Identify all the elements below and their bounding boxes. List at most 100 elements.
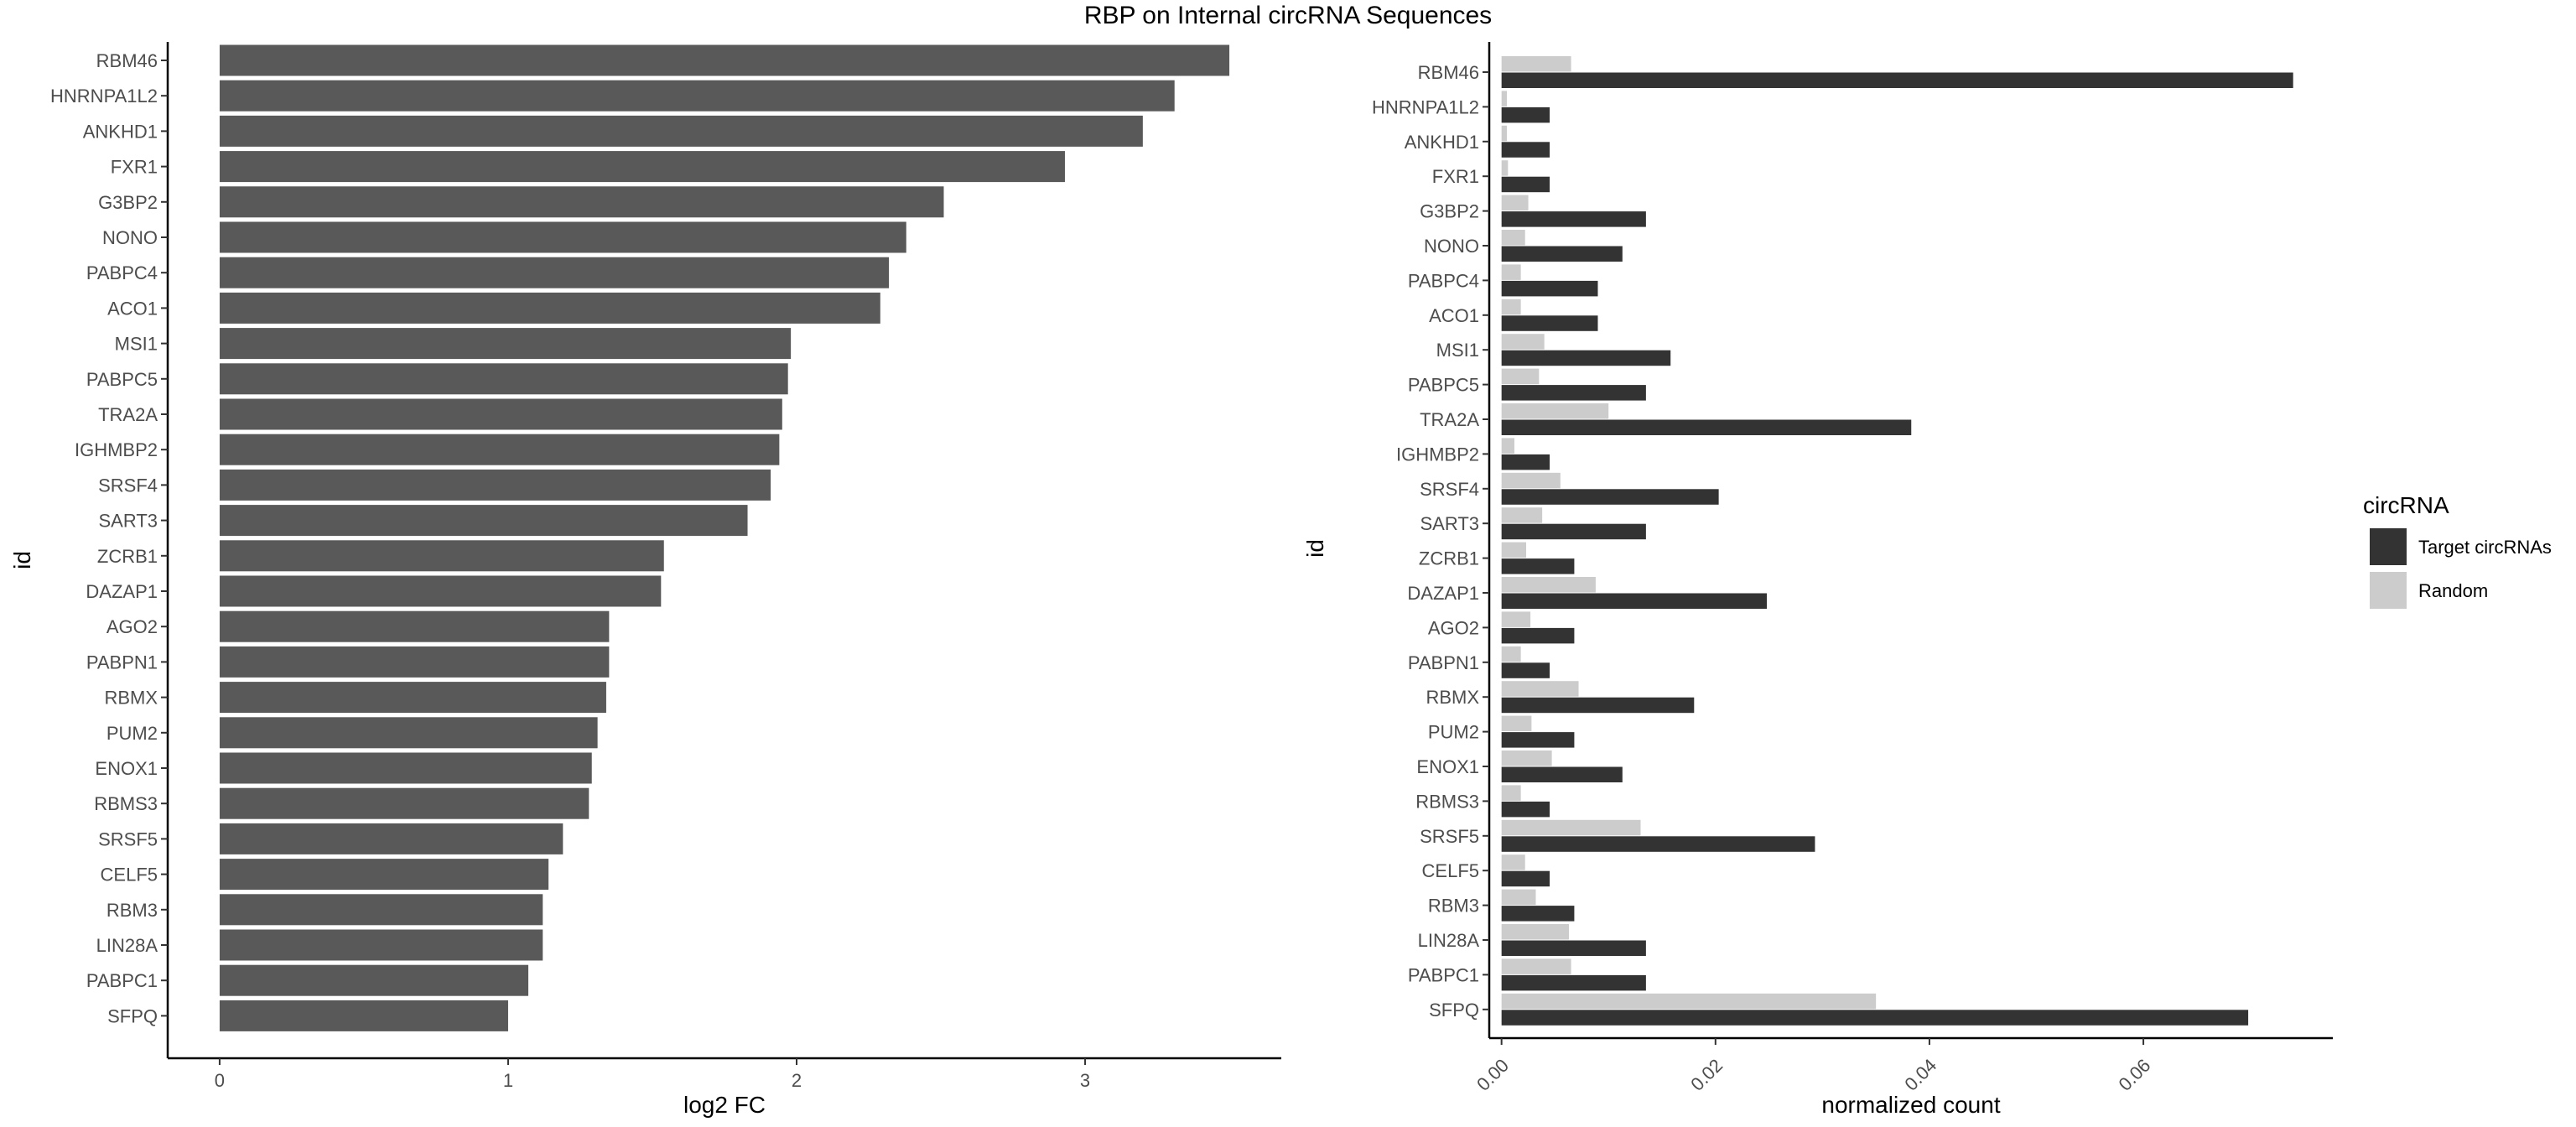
legend: circRNA Target circRNAs Random <box>2363 492 2552 609</box>
y-tick-label-srsf5: SRSF5 <box>98 828 158 849</box>
bar-target-hnrnpa1l2 <box>1501 106 1550 123</box>
y-tick-label-msi1: MSI1 <box>115 334 158 355</box>
bar-sart3 <box>219 505 748 537</box>
y-tick-label-ago2: AGO2 <box>106 616 158 637</box>
y-tick-label-celf5: CELF5 <box>1422 860 1479 881</box>
bar-target-ighmbp2 <box>1501 454 1550 470</box>
y-tick-label-pum2: PUM2 <box>1428 722 1479 743</box>
bar-pum2 <box>219 717 598 749</box>
bar-target-celf5 <box>1501 870 1550 887</box>
bar-fxr1 <box>219 151 1065 183</box>
bar-target-pabpn1 <box>1501 662 1550 678</box>
y-tick-label-pabpc1: PABPC1 <box>86 970 158 991</box>
bar-srsf4 <box>219 469 771 501</box>
bar-aco1 <box>219 292 880 324</box>
bar-random-enox1 <box>1501 750 1552 766</box>
bar-ankhd1 <box>219 115 1143 147</box>
legend-title: circRNA <box>2363 492 2449 518</box>
x-tick-label: 0.06 <box>2115 1055 2155 1095</box>
bar-random-celf5 <box>1501 854 1525 870</box>
bar-celf5 <box>219 859 549 891</box>
y-tick-label-pabpc5: PABPC5 <box>1408 375 1479 396</box>
y-tick-label-rbm3: RBM3 <box>106 900 158 921</box>
x-tick-label: 0 <box>215 1070 225 1091</box>
y-tick-label-celf5: CELF5 <box>101 865 158 886</box>
bar-dazap1 <box>219 575 662 607</box>
y-tick-label-rbms3: RBMS3 <box>94 793 158 814</box>
y-tick-label-ankhd1: ANKHD1 <box>83 121 158 142</box>
bar-target-nono <box>1501 246 1623 262</box>
bar-target-lin28a <box>1501 940 1646 956</box>
y-tick-label-pabpc4: PABPC4 <box>86 262 158 283</box>
y-tick-label-srsf4: SRSF4 <box>98 475 158 496</box>
y-tick-label-ankhd1: ANKHD1 <box>1405 132 1479 153</box>
bar-sfpq <box>219 1000 508 1031</box>
bar-target-rbms3 <box>1501 801 1550 818</box>
y-tick-label-ighmbp2: IGHMBP2 <box>75 439 158 460</box>
bar-zcrb1 <box>219 540 664 572</box>
bar-random-sfpq <box>1501 993 1877 1010</box>
bar-random-hnrnpa1l2 <box>1501 91 1508 106</box>
y-tick-label-sfpq: SFPQ <box>1429 1000 1479 1021</box>
bar-hnrnpa1l2 <box>219 80 1175 112</box>
y-tick-label-rbmx: RBMX <box>104 688 158 709</box>
bar-target-srsf5 <box>1501 836 1815 852</box>
bar-ighmbp2 <box>219 434 780 465</box>
bar-target-msi1 <box>1501 350 1671 366</box>
bar-target-rbmx <box>1501 697 1695 714</box>
x-tick-label: 1 <box>503 1070 513 1091</box>
y-tick-label-zcrb1: ZCRB1 <box>97 546 158 567</box>
bar-target-sart3 <box>1501 523 1646 540</box>
y-tick-label-pabpn1: PABPN1 <box>1408 652 1479 673</box>
bar-random-ighmbp2 <box>1501 438 1514 454</box>
bar-random-rbm46 <box>1501 56 1571 72</box>
bar-nono <box>219 221 906 253</box>
chart-title: RBP on Internal circRNA Sequences <box>1083 2 1493 29</box>
y-tick-label-tra2a: TRA2A <box>1420 409 1479 430</box>
bar-rbms3 <box>219 787 589 819</box>
y-tick-label-sart3: SART3 <box>98 511 158 532</box>
x-tick-label: 2 <box>792 1070 802 1091</box>
bar-rbm3 <box>219 894 543 926</box>
bar-random-aco1 <box>1501 299 1521 315</box>
y-tick-label-hnrnpa1l2: HNRNPA1L2 <box>1372 96 1479 117</box>
y-tick-label-srsf5: SRSF5 <box>1420 826 1479 847</box>
legend-swatch-target-circrnas <box>2370 528 2407 565</box>
bar-lin28a <box>219 929 543 961</box>
y-tick-label-rbm46: RBM46 <box>96 50 158 71</box>
bar-pabpc4 <box>219 257 890 288</box>
bar-target-aco1 <box>1501 315 1598 331</box>
y-tick-label-enox1: ENOX1 <box>95 758 158 779</box>
bar-target-pabpc1 <box>1501 974 1646 991</box>
y-tick-label-fxr1: FXR1 <box>111 157 158 178</box>
y-tick-label-zcrb1: ZCRB1 <box>1419 548 1479 569</box>
bar-random-nono <box>1501 230 1525 246</box>
y-tick-label-pabpc4: PABPC4 <box>1408 270 1479 291</box>
bar-random-fxr1 <box>1501 160 1509 176</box>
y-tick-label-aco1: ACO1 <box>1429 305 1479 326</box>
y-tick-label-dazap1: DAZAP1 <box>1407 583 1479 604</box>
y-tick-label-aco1: ACO1 <box>107 298 158 319</box>
bar-random-srsf5 <box>1501 819 1641 836</box>
bar-random-tra2a <box>1501 403 1609 419</box>
bar-target-pabpc4 <box>1501 280 1598 297</box>
bar-target-ago2 <box>1501 627 1575 644</box>
bar-random-pabpn1 <box>1501 646 1521 662</box>
x-tick-label: 0.02 <box>1686 1055 1727 1095</box>
y-tick-label-pabpn1: PABPN1 <box>86 652 158 673</box>
bar-target-pum2 <box>1501 732 1575 748</box>
y-tick-label-g3bp2: G3BP2 <box>98 192 158 213</box>
y-tick-label-tra2a: TRA2A <box>98 404 158 425</box>
y-tick-label-sart3: SART3 <box>1420 513 1479 534</box>
bar-pabpn1 <box>219 646 610 678</box>
bar-target-srsf4 <box>1501 489 1719 505</box>
bar-random-rbms3 <box>1501 785 1521 801</box>
bar-random-g3bp2 <box>1501 195 1529 211</box>
legend-swatch-random <box>2370 572 2407 609</box>
legend-label-random: Random <box>2418 580 2488 601</box>
bar-random-pabpc5 <box>1501 368 1540 385</box>
bar-msi1 <box>219 328 792 360</box>
bar-random-zcrb1 <box>1501 542 1527 558</box>
y-tick-label-pabpc1: PABPC1 <box>1408 964 1479 985</box>
